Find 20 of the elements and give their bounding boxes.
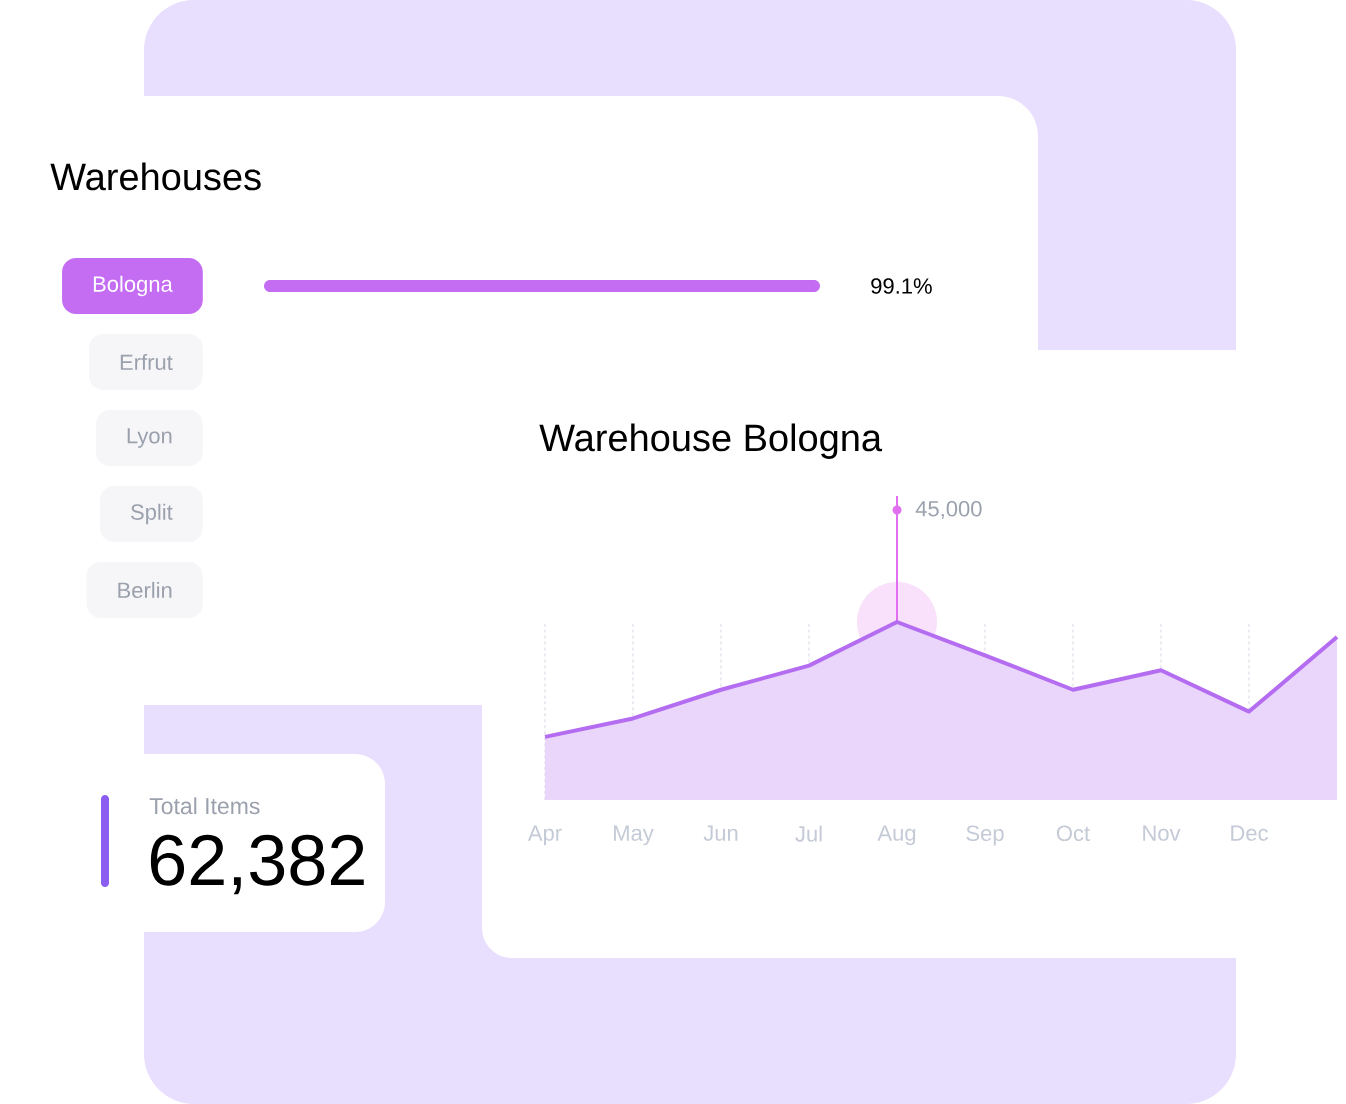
x-tick-label: Jul bbox=[795, 825, 822, 842]
x-tick-label: Dec bbox=[1231, 825, 1268, 841]
y-tick-label: Split bbox=[131, 503, 173, 525]
annotation: 45,000 bbox=[915, 500, 982, 520]
x-tick-label: Apr bbox=[527, 825, 562, 846]
x-tick-label: Nov bbox=[1143, 825, 1181, 841]
x-tick-label: Aug bbox=[877, 825, 916, 846]
data-label: 99.1% bbox=[871, 278, 932, 294]
text: 62,382 bbox=[150, 834, 364, 895]
y-tick-label: Erfrut bbox=[120, 353, 173, 371]
y-tick-label: Lyon bbox=[127, 428, 172, 448]
x-tick-label: Jun bbox=[703, 825, 738, 841]
x-tick-label: Sep bbox=[966, 825, 1004, 846]
y-tick-label: Bologna bbox=[93, 275, 173, 297]
chart-title: Warehouse Bologna bbox=[539, 423, 883, 459]
text: Total Items bbox=[149, 797, 260, 815]
x-tick-label: May bbox=[614, 825, 654, 846]
chart-title: Warehouses bbox=[50, 162, 261, 191]
x-tick-label: Oct bbox=[1056, 825, 1090, 842]
y-tick-label: Berlin bbox=[118, 581, 172, 599]
